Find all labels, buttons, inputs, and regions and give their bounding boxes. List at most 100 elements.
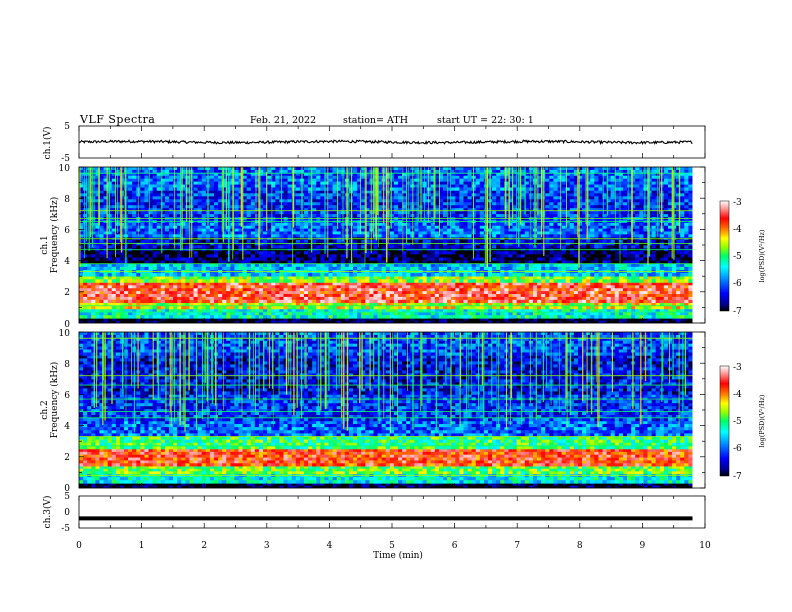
ch1-spectrogram-cell (398, 312, 403, 316)
ch1-spectrogram-cell (496, 282, 501, 286)
ch1-spectrogram-cell (393, 305, 399, 310)
ch1-spectrogram-cell (287, 288, 293, 292)
ch1-spectrogram-cell (287, 245, 293, 249)
ch1-spectrogram-cell (254, 257, 260, 261)
ch1-spectrogram-cell (332, 296, 338, 301)
ch1-spectrogram-cell (598, 276, 603, 280)
ch1-spectrogram-cell (242, 254, 248, 258)
ch1-spectrogram-cell (361, 228, 366, 232)
ch1-spectrogram-cell (500, 260, 505, 265)
ch1-spectrogram-cell (344, 279, 350, 283)
ch1-spectrogram-cell (164, 225, 170, 229)
ch1-spectrogram-cell (136, 276, 141, 280)
ch1-spectrogram-cell (222, 242, 227, 246)
ch1-spectrogram-cell (451, 228, 456, 232)
ch1-spectrogram-cell (410, 279, 415, 283)
ch1-spectrogram-cell (303, 239, 309, 243)
ch1-spectrogram-cell (672, 276, 677, 280)
ch1-spectrogram-cell (168, 239, 174, 243)
ch1-spectrogram-cell (475, 242, 481, 246)
ch1-spectrogram-cell (173, 251, 178, 255)
ch1-spectrogram-cell (577, 276, 583, 280)
ch1-spectrogram-cell (340, 299, 346, 304)
ch1-spectrogram-cell (119, 320, 125, 324)
ch1-spectrogram-cell (426, 318, 432, 321)
ch1-spectrogram-cell (136, 239, 141, 243)
ch1-spectrogram-cell (283, 266, 288, 271)
ch1-spectrogram-cell (676, 254, 681, 258)
ch1-spectrogram-cell (140, 315, 145, 319)
ch1-spectrogram-cell (512, 242, 518, 246)
ch1-spectrogram-cell (631, 318, 636, 321)
ch1-spectrogram-cell (156, 222, 162, 227)
ch1-spectrogram-cell (422, 291, 428, 295)
ch1-spectrogram-cell (496, 315, 501, 319)
ch1-spectrogram-cell (475, 266, 481, 271)
ch1-spectrogram-cell (414, 225, 419, 229)
ch1-spectrogram-cell (168, 315, 174, 319)
ch1-spectrogram-cell (627, 296, 632, 301)
ch1-spectrogram-cell (291, 239, 297, 243)
ch1-spectrogram-cell (205, 279, 211, 283)
ch1-spectrogram-cell (250, 320, 256, 324)
ch1-spectrogram-cell (651, 276, 657, 280)
ch1-spectrogram-cell (320, 288, 325, 292)
ch1-spectrogram-cell (291, 242, 297, 246)
ch1-spectrogram-cell (95, 260, 100, 265)
ch1-spectrogram-cell (598, 315, 603, 319)
ch1-spectrogram-cell (205, 291, 211, 295)
ch1-spectrogram-cell (234, 305, 239, 310)
ch1-spectrogram-cell (667, 305, 673, 310)
ch1-spectrogram-cell (295, 315, 301, 319)
ch1-spectrogram-cell (586, 308, 591, 313)
ch1-spectrogram-cell (238, 282, 243, 286)
ch1-spectrogram-cell (520, 263, 526, 268)
ch1-spectrogram-cell (676, 288, 681, 292)
ch1-spectrogram-cell (177, 288, 182, 292)
ch1-spectrogram-cell (308, 239, 313, 243)
ch1-spectrogram-cell (434, 285, 440, 289)
ch1-spectrogram-cell (263, 242, 268, 246)
ch1-spectrogram-cell (279, 263, 284, 268)
ch1-spectrogram-cell (479, 279, 485, 283)
ch1-spectrogram-cell (459, 294, 464, 298)
ch1-spectrogram-cell (156, 245, 162, 249)
ch1-spectrogram-cell (655, 260, 661, 265)
ch1-spectrogram-cell (651, 257, 657, 261)
ch1-spectrogram-cell (324, 318, 329, 321)
ch1-spectrogram-cell (577, 318, 583, 321)
ch1-spectrogram-cell (483, 299, 489, 304)
ch1-spectrogram-cell (602, 266, 607, 271)
ch1-spectrogram-cell (381, 308, 387, 313)
ch1-spectrogram-cell (553, 312, 558, 316)
ch1-spectrogram-cell (287, 251, 293, 255)
ch1-spectrogram-cell (308, 315, 313, 319)
ch1-spectrogram-cell (594, 320, 599, 324)
ch1-spectrogram-cell (688, 273, 693, 277)
ch1-spectrogram-cell (471, 315, 477, 319)
ch1-spectrogram-cell (365, 222, 370, 227)
ch1-spectrogram-cell (410, 318, 415, 321)
ch1-spectrogram-cell (402, 279, 407, 283)
ch1-spectrogram-cell (651, 282, 657, 286)
ch1-spectrogram-cell (438, 239, 444, 243)
ch1-spectrogram-cell (95, 239, 100, 243)
ch1-spectrogram-cell (635, 273, 640, 277)
ch1-spectrogram-cell (635, 296, 640, 301)
ch1-spectrogram-cell (361, 285, 366, 289)
ch1-spectrogram-cell (483, 273, 489, 277)
ch1-spectrogram-cell (463, 291, 468, 295)
ch1-spectrogram-cell (140, 245, 145, 249)
ch1-spectrogram-cell (303, 254, 309, 258)
ch1-spectrogram-cell (164, 294, 170, 298)
ch1-spectrogram-cell (483, 276, 489, 280)
ch1-spectrogram-cell (226, 273, 231, 277)
ch1-spectrogram-cell (148, 305, 154, 310)
ch1-spectrogram-cell (234, 257, 239, 261)
ch1-spectrogram-cell (483, 308, 489, 313)
ch1-spectrogram-cell (369, 296, 374, 301)
ch1-spectrogram-cell (659, 291, 665, 295)
ch1-spectrogram-cell (504, 242, 509, 246)
ch1-spectrogram-cell (177, 245, 182, 249)
ch1-spectrogram-cell (222, 254, 227, 258)
